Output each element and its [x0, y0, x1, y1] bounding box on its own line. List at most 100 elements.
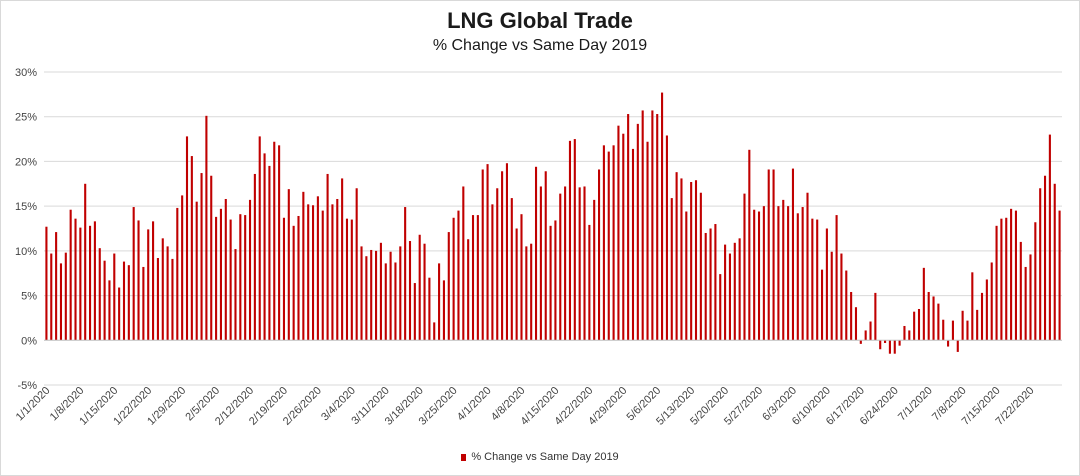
bar [248, 199, 252, 341]
bar [282, 217, 286, 341]
bar [224, 198, 227, 341]
bar [694, 180, 698, 341]
bar [971, 272, 974, 341]
bar [239, 214, 242, 341]
bar [607, 151, 610, 341]
bar [79, 227, 82, 341]
bar [937, 303, 940, 341]
bar [263, 153, 266, 341]
bar [302, 191, 305, 341]
y-tick-label: 10% [15, 246, 37, 258]
bar [297, 215, 300, 341]
bar [321, 210, 324, 341]
bar [142, 266, 145, 341]
bar [98, 248, 101, 341]
bar [360, 246, 363, 341]
bar [932, 296, 935, 341]
bar [525, 246, 528, 341]
bar [753, 209, 756, 341]
bar [612, 145, 615, 341]
bar [379, 242, 382, 341]
bar [418, 234, 421, 341]
bar [137, 220, 140, 341]
bar [355, 188, 358, 341]
bar [345, 218, 349, 341]
bar [89, 225, 92, 341]
bar [820, 269, 824, 341]
bar [215, 216, 218, 341]
bar [1048, 134, 1051, 341]
bar [84, 183, 87, 341]
chart-title: LNG Global Trade [447, 8, 633, 33]
gridlines [44, 71, 1062, 386]
bar [1034, 222, 1037, 341]
y-axis: -5% 0% 5% 10% 15% 20% 25% 30% [15, 67, 37, 392]
bar [108, 280, 111, 341]
bar [762, 206, 765, 341]
bar [922, 267, 925, 341]
bar [1024, 266, 1027, 341]
bar [331, 204, 334, 341]
bar [733, 242, 736, 341]
bar [869, 321, 872, 341]
bar [1039, 188, 1042, 341]
bar [714, 224, 717, 341]
bar [132, 207, 135, 341]
bar [956, 340, 959, 352]
bar [845, 270, 848, 341]
bar [103, 260, 106, 341]
bar [719, 274, 722, 341]
bar [564, 186, 567, 341]
bar [985, 279, 988, 341]
y-tick-label: 25% [15, 112, 37, 124]
bar [1029, 254, 1032, 341]
bar [394, 262, 397, 341]
bar [534, 166, 538, 341]
bar [980, 292, 984, 341]
bar [433, 322, 436, 341]
bar [268, 165, 271, 341]
bar [476, 215, 479, 341]
bar [244, 215, 247, 341]
bar [510, 198, 513, 341]
bar [341, 178, 344, 341]
bar [670, 198, 673, 341]
bar [292, 225, 295, 341]
bar [864, 330, 867, 341]
bar [801, 207, 804, 341]
bar [471, 215, 475, 341]
bar [452, 217, 455, 341]
bar [462, 186, 465, 341]
bar [1058, 210, 1061, 341]
bar [181, 195, 184, 341]
bar [598, 169, 601, 341]
bar [990, 262, 993, 341]
bar [888, 340, 891, 354]
bar [384, 263, 387, 341]
bar [365, 256, 368, 341]
bar [554, 220, 557, 341]
bar [1014, 210, 1017, 341]
bar [646, 141, 649, 341]
bar [423, 243, 426, 341]
bar [777, 206, 780, 341]
y-tick-label: 0% [21, 335, 37, 347]
bar [884, 340, 887, 343]
bar [205, 115, 208, 341]
bar [665, 135, 668, 341]
bar [627, 114, 630, 341]
bar [447, 232, 450, 341]
legend-swatch [461, 453, 467, 461]
y-tick-label: 5% [21, 291, 37, 303]
bar [893, 340, 896, 354]
bar [1043, 175, 1047, 341]
bar [738, 238, 741, 341]
bar [486, 164, 489, 341]
bar [787, 206, 790, 341]
bar [641, 110, 644, 341]
bar [195, 201, 198, 341]
bar [59, 263, 63, 341]
bar [50, 253, 53, 341]
bar [389, 251, 392, 341]
bar [210, 175, 213, 341]
